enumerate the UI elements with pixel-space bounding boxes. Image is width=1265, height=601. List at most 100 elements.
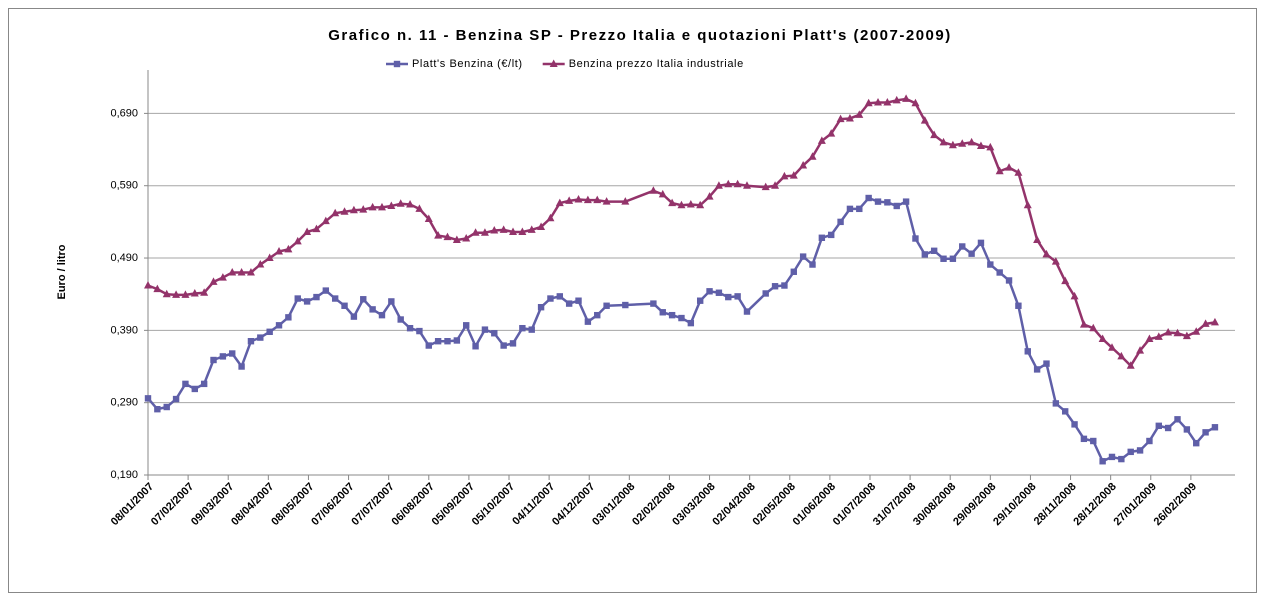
marker (1107, 343, 1116, 351)
marker (696, 200, 705, 209)
marker (808, 152, 817, 160)
y-tick-label: 0,590 (110, 180, 138, 192)
series (144, 194, 1219, 465)
marker (650, 300, 657, 307)
marker (472, 343, 479, 350)
marker (480, 228, 489, 236)
marker (257, 334, 264, 341)
marker (1108, 453, 1116, 461)
marker (1136, 447, 1144, 454)
marker (1173, 328, 1182, 337)
marker (313, 293, 320, 301)
marker (902, 198, 910, 205)
marker (967, 137, 976, 146)
marker (369, 306, 376, 313)
marker (462, 234, 471, 242)
marker (209, 277, 218, 285)
marker (1051, 257, 1060, 265)
marker (1145, 334, 1154, 343)
marker (874, 98, 883, 106)
marker (948, 140, 957, 149)
marker (976, 141, 985, 149)
marker (210, 356, 217, 364)
marker (368, 202, 377, 211)
marker (200, 380, 208, 388)
marker (1079, 320, 1088, 328)
marker (1183, 426, 1191, 433)
marker (191, 385, 198, 393)
marker (463, 322, 470, 329)
marker (303, 298, 311, 305)
marker (920, 116, 929, 124)
marker (893, 202, 900, 210)
marker (1015, 302, 1022, 309)
marker (1211, 424, 1219, 431)
marker (360, 296, 367, 303)
marker (930, 130, 939, 139)
marker (303, 227, 312, 235)
marker (949, 255, 957, 262)
chart-border (8, 8, 1257, 593)
marker (537, 222, 546, 230)
marker (519, 324, 526, 332)
marker (238, 363, 245, 370)
marker (659, 309, 666, 316)
marker (491, 330, 498, 337)
marker (1071, 421, 1078, 428)
marker (453, 337, 461, 344)
y-tick-label: 0,290 (110, 397, 138, 409)
marker (884, 199, 891, 206)
marker (762, 290, 769, 297)
marker (1118, 455, 1125, 463)
marker (714, 181, 723, 189)
marker (771, 181, 780, 189)
marker (593, 195, 602, 204)
marker (416, 327, 423, 335)
marker (452, 235, 461, 243)
marker (996, 269, 1003, 276)
marker (1098, 334, 1107, 343)
marker (846, 205, 854, 213)
marker (687, 319, 695, 327)
marker (771, 283, 779, 290)
marker (1146, 437, 1153, 445)
marker (528, 326, 535, 333)
marker (190, 288, 199, 297)
marker (434, 231, 443, 239)
marker (1182, 331, 1191, 340)
marker (574, 194, 583, 203)
marker (549, 59, 558, 67)
marker (1052, 400, 1060, 407)
marker (1192, 327, 1201, 335)
marker (415, 204, 424, 212)
marker (789, 171, 798, 179)
marker (331, 295, 339, 302)
marker (256, 260, 265, 268)
marker (1005, 163, 1014, 171)
marker (1117, 351, 1126, 360)
marker (490, 226, 499, 234)
marker (836, 114, 845, 123)
marker (393, 60, 401, 68)
marker (1127, 448, 1134, 456)
marker (1136, 346, 1145, 354)
marker (172, 290, 181, 298)
marker (995, 166, 1004, 175)
marker (902, 94, 911, 102)
marker (481, 326, 489, 333)
marker (668, 311, 676, 319)
marker (696, 297, 704, 304)
marker (1210, 317, 1219, 326)
marker (828, 231, 835, 239)
legend-label: Platt's Benzina (€/lt) (412, 58, 523, 70)
marker (845, 113, 854, 122)
marker (321, 216, 330, 225)
marker (715, 289, 723, 296)
marker (518, 227, 527, 235)
marker (322, 287, 330, 294)
marker (350, 313, 358, 320)
marker (182, 380, 189, 388)
marker (265, 253, 274, 262)
marker (1042, 249, 1051, 258)
